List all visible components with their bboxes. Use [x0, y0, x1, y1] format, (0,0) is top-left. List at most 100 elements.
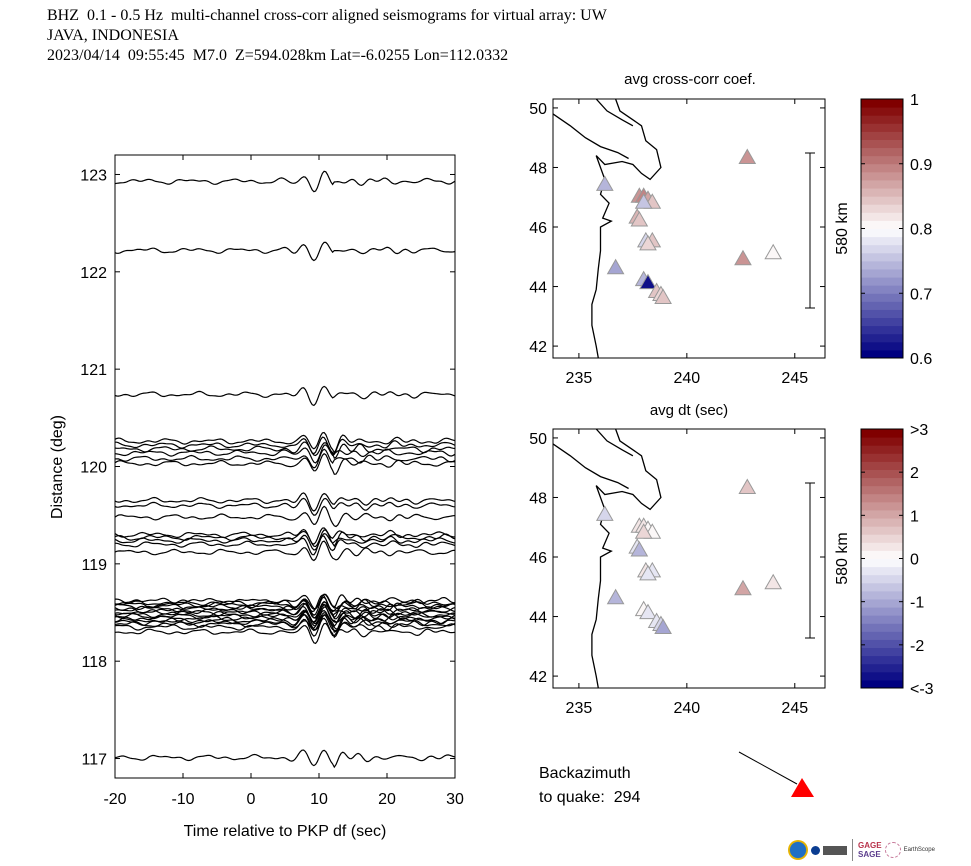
colorbar-segment: [861, 99, 903, 108]
seismogram-y-ticks: 117 118 119 120 121 122 123: [80, 167, 455, 769]
map-dt-panel: 235 240 245 42 44 46 48 50 580 km >3 2 1 0 -1 -2 <-3: [529, 422, 933, 717]
map-y-tick-label: 48: [529, 490, 547, 507]
map-x-tick-label: 240: [673, 700, 700, 717]
colorbar-segment: [861, 171, 903, 181]
colorbar-segment: [861, 461, 903, 470]
colorbar-segment: [861, 639, 903, 649]
seismogram-trace: [114, 441, 456, 460]
map-y-tick-label: 42: [529, 339, 547, 356]
map-y-tick-label: 50: [529, 431, 547, 448]
seismogram-trace: [114, 527, 456, 545]
station-triangle-icon: [630, 541, 649, 557]
map-cross-corr-panel: avg cross-corr coef. 235 240 245 42 44 46 48 50…: [529, 71, 932, 387]
x-tick-label: -10: [171, 791, 194, 808]
map-y-tick-label: 48: [529, 160, 547, 177]
colorbar-tick-label: -2: [910, 638, 924, 655]
earthscope-logo-text: EarthScope: [903, 847, 935, 853]
map-axes-box: [552, 98, 826, 359]
station-triangle-icon: [764, 243, 783, 260]
station-triangle-icon: [639, 273, 657, 290]
station-triangle-icon: [606, 258, 625, 275]
colorbar-segment: [861, 679, 903, 689]
backazimuth-label-line2: to quake: 294: [539, 789, 641, 806]
colorbar-segment: [861, 179, 903, 189]
station-triangle-icon: [738, 478, 757, 495]
map-x-tick-label: 245: [781, 370, 808, 387]
colorbar-tick-label: 1: [910, 508, 919, 525]
nasa-logo-icon: [811, 845, 820, 855]
colorbar-segment: [861, 598, 903, 608]
logo-divider: [852, 839, 853, 861]
station-triangle-icon: [734, 249, 752, 266]
backazimuth-indicator: [738, 751, 814, 797]
nsf-logo-icon: [788, 840, 808, 860]
station-triangle-icon: [734, 579, 752, 596]
colorbar-tick-label: <-3: [910, 681, 934, 698]
colorbar-segment: [861, 188, 903, 197]
y-tick-label: 117: [81, 752, 107, 769]
station-triangle-icon: [654, 288, 672, 304]
y-tick-label: 119: [81, 557, 107, 574]
seismogram-trace: [114, 617, 456, 639]
colorbar-segment: [861, 349, 903, 359]
colorbar-segment: [861, 252, 903, 262]
colorbar-segment: [861, 623, 903, 632]
colorbar-segment: [861, 228, 903, 238]
figure-header: BHZ 0.1 - 0.5 Hz multi-channel cross-cor…: [47, 6, 607, 66]
colorbar-segment: [861, 477, 903, 487]
colorbar-tick-label: >3: [910, 422, 928, 439]
colorbar-segment: [861, 285, 903, 294]
colorbar-segment: [861, 325, 903, 335]
earthscope-logo-icon: [884, 842, 901, 858]
colorbar-segment: [861, 558, 903, 568]
colorbar-segment: [861, 212, 903, 221]
colorbar-tick-label: 0.7: [910, 286, 932, 303]
colorbar-segment: [861, 542, 903, 551]
map-axes-box: [552, 428, 826, 689]
seismogram-trace: [114, 497, 456, 516]
seismogram-trace: [114, 622, 456, 645]
y-tick-label: 123: [80, 167, 107, 184]
coastline: [591, 429, 662, 688]
map-y-tick-label: 46: [529, 220, 547, 237]
colorbar-segment: [861, 268, 903, 278]
colorbar-segment: [861, 566, 903, 576]
colorbar-segment: [861, 236, 903, 246]
colorbar-segment: [861, 655, 903, 665]
x-tick-label: 30: [446, 791, 464, 808]
colorbar-segment: [861, 445, 903, 454]
gage-logo-text: GAGE: [858, 841, 882, 850]
header-title: BHZ 0.1 - 0.5 Hz multi-channel cross-cor…: [47, 7, 607, 24]
y-tick-label: 120: [80, 460, 107, 477]
colorbar-segment: [861, 147, 903, 157]
map-x-tick-label: 235: [566, 370, 593, 387]
colorbar-segment: [861, 139, 903, 149]
seismogram-axes-box: [114, 154, 456, 779]
seismogram-trace: [114, 594, 456, 613]
colorbar-segment: [861, 493, 903, 503]
colorbar-segment: [861, 631, 903, 640]
coastline: [595, 99, 634, 127]
sponsor-logos: GAGE SAGE EarthScope: [788, 838, 935, 862]
scale-bar-label: 580 km: [834, 532, 851, 584]
coastline: [595, 429, 634, 457]
x-tick-label: 10: [310, 791, 328, 808]
seismogram-trace: [114, 610, 456, 628]
station-triangle-icon: [595, 505, 614, 521]
station-triangle-icon: [634, 523, 653, 539]
colorbar-segment: [861, 501, 903, 511]
colorbar-segment: [861, 163, 903, 173]
seismogram-trace: [114, 170, 456, 193]
colorbar-segment: [861, 590, 903, 600]
map-y-tick-label: 42: [529, 669, 547, 686]
colorbar-segment: [861, 574, 903, 584]
station-triangle-icon: [639, 603, 657, 620]
y-tick-label: 121: [80, 362, 107, 379]
scale-bar-label: 580 km: [834, 202, 851, 254]
coastline: [553, 443, 629, 490]
seismogram-panel: -20 -10 0 10 20 30 117 118 119 120 121 122 123 Time…: [49, 154, 464, 840]
colorbar-segment: [861, 550, 903, 559]
map-x-tick-label: 235: [566, 700, 593, 717]
seismogram-trace: [114, 600, 456, 620]
